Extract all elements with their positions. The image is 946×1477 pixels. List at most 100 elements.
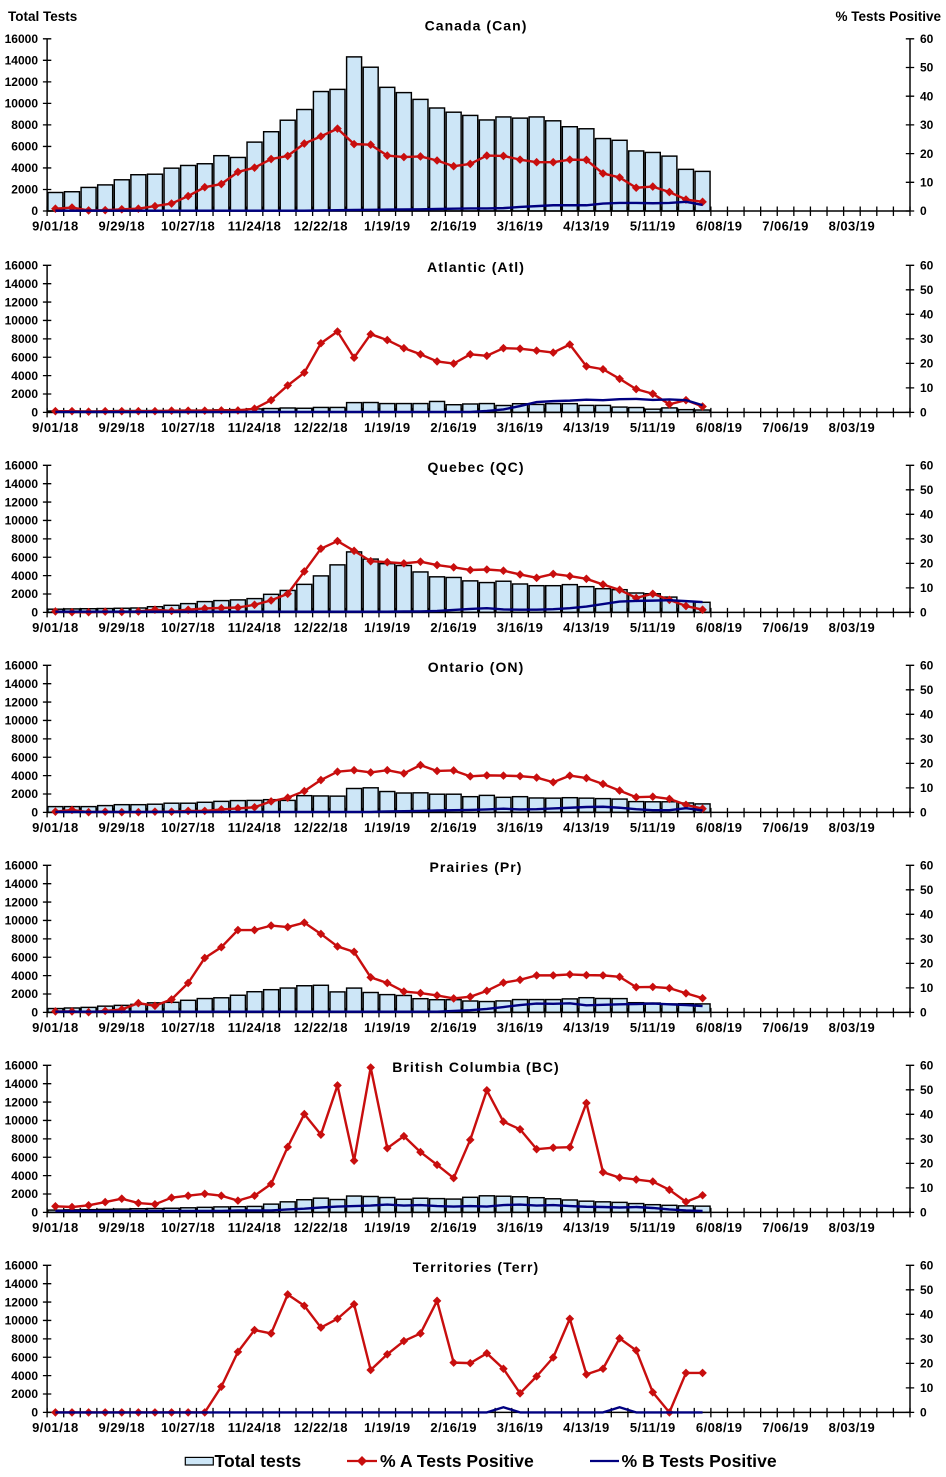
svg-text:11/24/18: 11/24/18 <box>228 1420 282 1435</box>
svg-text:12000: 12000 <box>5 895 39 909</box>
svg-text:7/06/19: 7/06/19 <box>762 820 809 835</box>
svg-text:2000: 2000 <box>11 1387 38 1401</box>
svg-text:10/27/18: 10/27/18 <box>161 820 215 835</box>
svg-text:6/08/19: 6/08/19 <box>696 820 743 835</box>
svg-text:9/29/18: 9/29/18 <box>99 1220 146 1235</box>
svg-text:2/16/19: 2/16/19 <box>430 219 477 234</box>
svg-text:10: 10 <box>920 1381 934 1395</box>
svg-text:1/19/19: 1/19/19 <box>364 820 411 835</box>
svg-text:14000: 14000 <box>5 477 39 491</box>
svg-text:11/24/18: 11/24/18 <box>228 1220 282 1235</box>
svg-text:40: 40 <box>920 908 934 922</box>
svg-text:8000: 8000 <box>11 332 38 346</box>
svg-text:2/16/19: 2/16/19 <box>430 420 477 435</box>
svg-text:11/24/18: 11/24/18 <box>228 420 282 435</box>
svg-text:4/13/19: 4/13/19 <box>563 820 610 835</box>
svg-text:50: 50 <box>920 1083 934 1097</box>
svg-text:0: 0 <box>31 204 38 218</box>
svg-text:1/19/19: 1/19/19 <box>364 1420 411 1435</box>
svg-text:6000: 6000 <box>11 1350 38 1364</box>
svg-text:20: 20 <box>920 757 934 771</box>
svg-text:3/16/19: 3/16/19 <box>497 1220 544 1235</box>
svg-text:2000: 2000 <box>11 987 38 1001</box>
svg-text:4000: 4000 <box>11 161 38 175</box>
svg-text:10/27/18: 10/27/18 <box>161 420 215 435</box>
svg-text:0: 0 <box>31 1006 38 1020</box>
svg-text:1/19/19: 1/19/19 <box>364 1220 411 1235</box>
svg-text:11/24/18: 11/24/18 <box>228 1020 282 1035</box>
svg-text:60: 60 <box>920 259 934 273</box>
svg-text:20: 20 <box>920 957 934 971</box>
svg-text:50: 50 <box>920 483 934 497</box>
svg-text:10000: 10000 <box>5 314 39 328</box>
svg-text:6/08/19: 6/08/19 <box>696 420 743 435</box>
svg-text:16000: 16000 <box>5 32 39 46</box>
svg-text:6000: 6000 <box>11 350 38 364</box>
svg-text:7/06/19: 7/06/19 <box>762 420 809 435</box>
svg-text:16000: 16000 <box>5 859 39 873</box>
svg-text:6000: 6000 <box>11 750 38 764</box>
svg-text:30: 30 <box>920 1332 934 1346</box>
svg-text:British Columbia (BC): British Columbia (BC) <box>392 1059 560 1075</box>
svg-text:10000: 10000 <box>5 714 39 728</box>
svg-text:11/24/18: 11/24/18 <box>228 620 282 635</box>
svg-text:16000: 16000 <box>5 659 39 673</box>
svg-text:40: 40 <box>920 1308 934 1322</box>
svg-text:Ontario (ON): Ontario (ON) <box>428 659 525 675</box>
svg-text:4000: 4000 <box>11 969 38 983</box>
svg-text:2/16/19: 2/16/19 <box>430 620 477 635</box>
svg-text:4000: 4000 <box>11 1369 38 1383</box>
svg-text:6/08/19: 6/08/19 <box>696 620 743 635</box>
svg-text:16000: 16000 <box>5 459 39 473</box>
svg-text:0: 0 <box>920 1406 927 1420</box>
svg-text:9/29/18: 9/29/18 <box>99 420 146 435</box>
svg-text:30: 30 <box>920 332 934 346</box>
svg-text:40: 40 <box>920 89 934 103</box>
svg-text:10/27/18: 10/27/18 <box>161 219 215 234</box>
svg-text:2/16/19: 2/16/19 <box>430 820 477 835</box>
svg-text:2000: 2000 <box>11 183 38 197</box>
svg-text:50: 50 <box>920 61 934 75</box>
svg-text:0: 0 <box>920 1206 927 1220</box>
svg-text:10000: 10000 <box>5 1114 39 1128</box>
svg-text:8000: 8000 <box>11 932 38 946</box>
svg-text:0: 0 <box>31 1206 38 1220</box>
svg-text:50: 50 <box>920 283 934 297</box>
svg-text:50: 50 <box>920 683 934 697</box>
svg-text:6000: 6000 <box>11 1150 38 1164</box>
svg-text:60: 60 <box>920 32 934 46</box>
svg-text:0: 0 <box>920 406 927 420</box>
svg-text:0: 0 <box>31 406 38 420</box>
svg-text:Canada (Can): Canada (Can) <box>425 17 528 33</box>
svg-text:7/06/19: 7/06/19 <box>762 1420 809 1435</box>
svg-text:10: 10 <box>920 381 934 395</box>
svg-text:2000: 2000 <box>11 387 38 401</box>
svg-text:6/08/19: 6/08/19 <box>696 1020 743 1035</box>
svg-text:8/03/19: 8/03/19 <box>829 1220 876 1235</box>
svg-text:20: 20 <box>920 557 934 571</box>
svg-text:9/01/18: 9/01/18 <box>32 620 79 635</box>
svg-text:12/22/18: 12/22/18 <box>294 1220 348 1235</box>
svg-text:10/27/18: 10/27/18 <box>161 1420 215 1435</box>
svg-text:20: 20 <box>920 1157 934 1171</box>
svg-text:50: 50 <box>920 883 934 897</box>
svg-text:60: 60 <box>920 1259 934 1273</box>
svg-text:3/16/19: 3/16/19 <box>497 820 544 835</box>
svg-text:12/22/18: 12/22/18 <box>294 1420 348 1435</box>
svg-text:6/08/19: 6/08/19 <box>696 1420 743 1435</box>
svg-text:20: 20 <box>920 357 934 371</box>
svg-text:10: 10 <box>920 176 934 190</box>
svg-text:8/03/19: 8/03/19 <box>829 620 876 635</box>
svg-text:12/22/18: 12/22/18 <box>294 219 348 234</box>
svg-text:30: 30 <box>920 1132 934 1146</box>
svg-text:8/03/19: 8/03/19 <box>829 420 876 435</box>
svg-text:3/16/19: 3/16/19 <box>497 219 544 234</box>
svg-text:14000: 14000 <box>5 1077 39 1091</box>
svg-text:9/01/18: 9/01/18 <box>32 820 79 835</box>
svg-text:6000: 6000 <box>11 950 38 964</box>
svg-text:40: 40 <box>920 1108 934 1122</box>
svg-text:4/13/19: 4/13/19 <box>563 420 610 435</box>
svg-text:0: 0 <box>920 1006 927 1020</box>
svg-text:20: 20 <box>920 1357 934 1371</box>
svg-text:11/24/18: 11/24/18 <box>228 219 282 234</box>
